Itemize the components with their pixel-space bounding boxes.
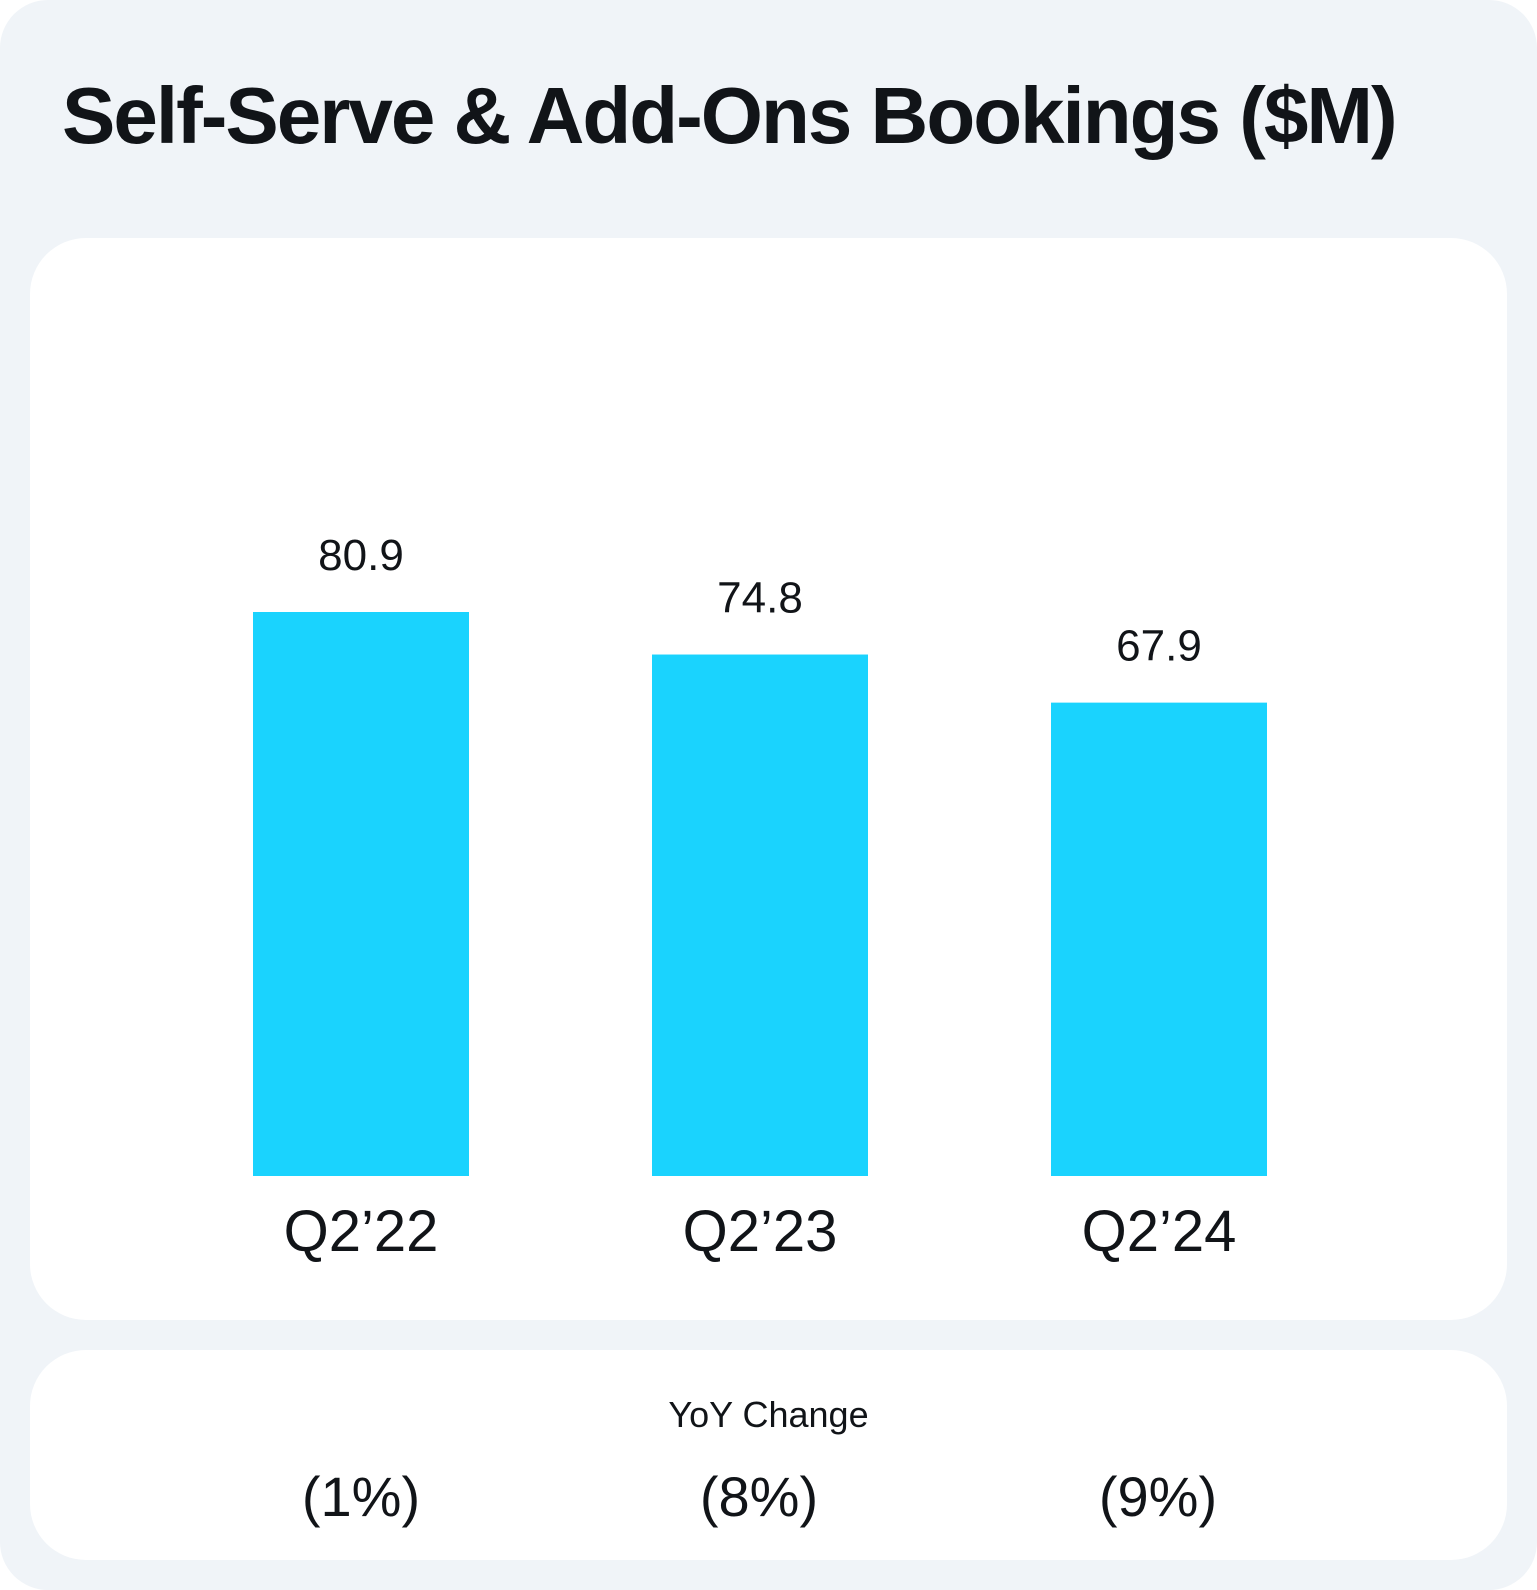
value-label-q2-22: 80.9 — [318, 531, 404, 580]
value-label-q2-24: 67.9 — [1116, 622, 1202, 671]
yoy-change-title: YoY Change — [668, 1394, 869, 1435]
bar-chart-panel: 80.9 Q2’22 74.8 Q2’23 67.9 Q2’24 — [30, 238, 1507, 1320]
yoy-change-panel: YoY Change (1%) (8%) (9%) — [30, 1350, 1507, 1560]
chart-title: Self-Serve & Add-Ons Bookings ($M) — [62, 71, 1398, 160]
bar-q2-22 — [253, 612, 469, 1176]
category-label-q2-22: Q2’22 — [284, 1199, 439, 1264]
category-label-q2-23: Q2’23 — [683, 1199, 838, 1264]
bar-chart: 80.9 Q2’22 74.8 Q2’23 67.9 Q2’24 — [253, 531, 1267, 1264]
value-label-q2-23: 74.8 — [717, 574, 803, 623]
bar-q2-24 — [1051, 702, 1267, 1176]
bar-q2-23 — [652, 654, 868, 1176]
yoy-value-q2-24: (9%) — [1098, 1465, 1218, 1528]
category-label-q2-24: Q2’24 — [1082, 1199, 1237, 1264]
yoy-value-q2-22: (1%) — [301, 1465, 421, 1528]
yoy-value-q2-23: (8%) — [699, 1465, 819, 1528]
